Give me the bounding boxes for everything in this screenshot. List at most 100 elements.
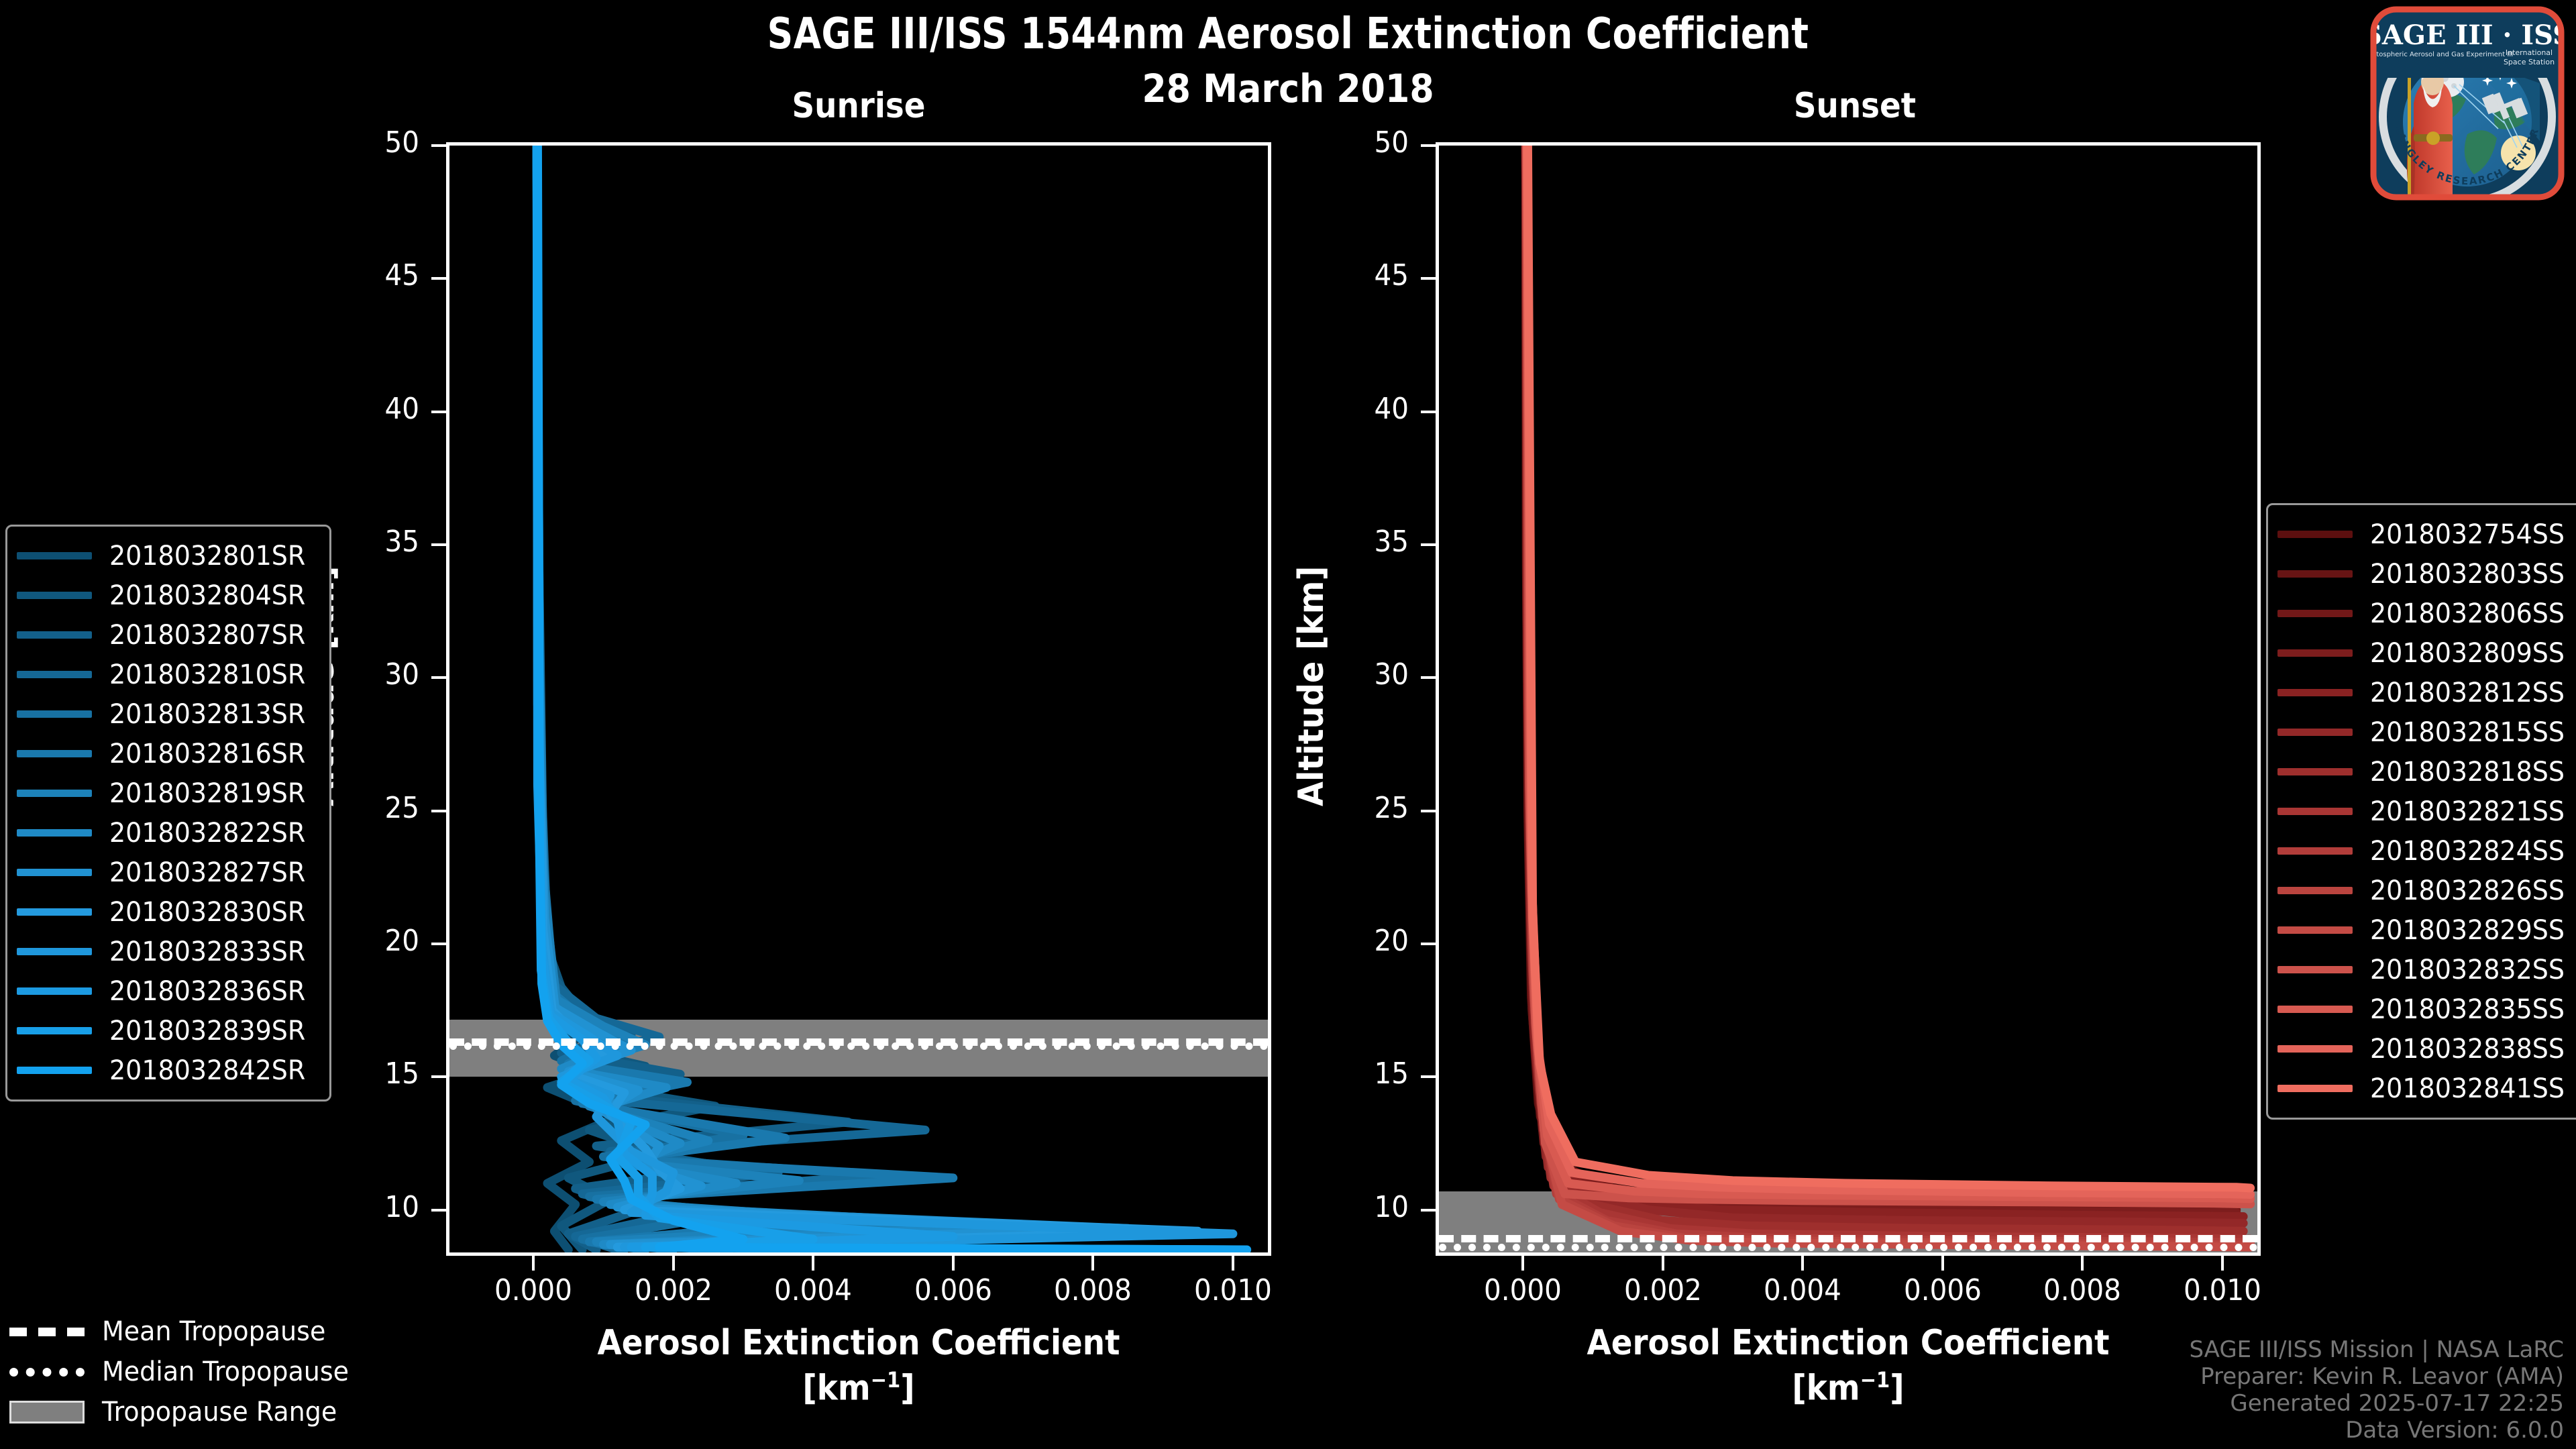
y-tick [1421, 277, 1438, 280]
legend-color-swatch [2277, 768, 2353, 775]
series-line-2018032821SS [1521, 146, 2255, 1244]
x-tick-label: 0.010 [1193, 1273, 1272, 1307]
x-tick-label: 0.002 [634, 1273, 712, 1307]
series-line-2018032838SS [1522, 146, 2255, 1199]
legend-label-tropopause-range: Tropopause Range [102, 1397, 337, 1428]
legend-color-swatch [2277, 847, 2353, 855]
y-tick-label: 20 [384, 923, 419, 958]
credits-block: SAGE III/ISS Mission | NASA LaRC Prepare… [2189, 1336, 2564, 1444]
legend-item: 2018032829SS [2277, 910, 2575, 950]
legend-color-swatch [2277, 1045, 2353, 1053]
page-subtitle-date: 28 March 2018 [1142, 66, 1434, 111]
legend-item: 2018032838SS [2277, 1029, 2575, 1069]
sunrise-series-layer [532, 146, 1252, 1252]
series-line-2018032824SS [1521, 146, 2255, 1247]
x-tick-label: 0.000 [1484, 1273, 1562, 1307]
legend-color-swatch [17, 592, 92, 599]
x-tick-label: 0.002 [1623, 1273, 1702, 1307]
y-tick-label: 25 [384, 790, 419, 825]
credit-preparer: Preparer: Kevin R. Leavor (AMA) [2200, 1362, 2564, 1390]
patch-subtitle-right-2: Space Station [2504, 58, 2555, 66]
x-tick-label: 0.004 [1764, 1273, 1842, 1307]
credit-generated: Generated 2025-07-17 22:25 [2230, 1389, 2564, 1417]
series-line-2018032829SS [1521, 146, 2255, 1252]
x-tick [1941, 1253, 1944, 1271]
x-tick-label: 0.004 [774, 1273, 853, 1307]
legend-label-median-tropopause: Median Tropopause [102, 1356, 350, 1387]
series-line-2018032806SS [1521, 146, 2241, 1214]
legend-label: 2018032804SR [109, 580, 306, 611]
legend-label: 2018032816SR [109, 738, 306, 769]
mean-tropopause-line [449, 1038, 1268, 1046]
dashed-line-icon [9, 1327, 85, 1336]
y-tick [1421, 144, 1438, 147]
legend-label: 2018032838SS [2370, 1033, 2565, 1065]
legend-item: 2018032833SR [17, 932, 316, 971]
legend-item: 2018032835SS [2277, 989, 2575, 1029]
y-tick-label: 50 [384, 125, 419, 160]
sunset-panel-title: Sunset [1793, 86, 1917, 126]
legend-item: 2018032836SR [17, 971, 316, 1011]
legend-item: 2018032819SR [17, 773, 316, 813]
legend-item-tropopause-range: Tropopause Range [9, 1392, 362, 1432]
x-tick [1801, 1253, 1805, 1271]
legend-label: 2018032841SS [2370, 1073, 2565, 1104]
legend-color-swatch [2277, 1085, 2353, 1092]
y-tick-label: 35 [1374, 524, 1409, 559]
series-line-2018032803SS [1521, 146, 2234, 1214]
y-tick-label: 30 [1374, 657, 1409, 692]
legend-color-swatch [17, 948, 92, 955]
legend-label: 2018032835SS [2370, 994, 2565, 1025]
sunset-y-axis-title: Altitude [km] [1291, 566, 1332, 806]
series-line-2018032809SS [1521, 146, 2241, 1217]
y-tick [1421, 942, 1438, 945]
legend-label-mean-tropopause: Mean Tropopause [102, 1316, 326, 1347]
legend-label: 2018032826SS [2370, 875, 2565, 906]
y-tick-label: 15 [1374, 1057, 1409, 1091]
legend-label: 2018032809SS [2370, 637, 2565, 669]
legend-item-mean-tropopause: Mean Tropopause [9, 1311, 362, 1352]
y-tick [431, 809, 449, 812]
legend-label: 2018032810SR [109, 659, 306, 690]
y-tick [431, 1208, 449, 1212]
legend-item: 2018032816SR [17, 734, 316, 773]
legend-color-swatch [2277, 1006, 2353, 1013]
legend-item: 2018032822SR [17, 813, 316, 853]
y-tick [431, 277, 449, 280]
y-tick [1421, 1208, 1438, 1212]
y-tick-label: 15 [384, 1057, 419, 1091]
legend-color-swatch [17, 987, 92, 995]
x-tick-label: 0.008 [1054, 1273, 1132, 1307]
y-tick [431, 410, 449, 413]
legend-label: 2018032818SS [2370, 756, 2565, 788]
legend-label: 2018032819SR [109, 777, 306, 809]
legend-label: 2018032813SR [109, 698, 306, 730]
legend-label: 2018032807SR [109, 619, 306, 651]
sunset-legend: 2018032754SS 2018032803SS 2018032806SS 2018… [2266, 503, 2576, 1120]
x-tick-label: 0.006 [1903, 1273, 1982, 1307]
x-axis-unit-text: [km−1] [1792, 1367, 1904, 1409]
legend-item: 2018032813SR [17, 694, 316, 734]
y-tick-label: 50 [1374, 125, 1409, 160]
legend-item: 2018032841SS [2277, 1069, 2575, 1108]
legend-label: 2018032824SS [2370, 835, 2565, 867]
x-tick [812, 1253, 815, 1271]
y-tick-label: 30 [384, 657, 419, 692]
x-axis-label-text: Aerosol Extinction Coefficient [1587, 1323, 2110, 1363]
legend-color-swatch [2277, 966, 2353, 973]
sunrise-x-axis-title: Aerosol Extinction Coefficient [km−1] [406, 1323, 1311, 1408]
patch-title-text: SAGE III · ISS [2367, 19, 2568, 51]
x-tick [672, 1253, 675, 1271]
legend-item: 2018032821SS [2277, 792, 2575, 831]
tropopause-legend: Mean Tropopause Median Tropopause Tropop… [9, 1311, 362, 1432]
legend-color-swatch [17, 631, 92, 639]
gray-band-icon [9, 1401, 85, 1424]
legend-color-swatch [2277, 570, 2353, 578]
series-line-2018032841SS [1523, 146, 2255, 1193]
legend-item: 2018032830SR [17, 892, 316, 932]
y-tick-label: 25 [1374, 790, 1409, 825]
dotted-line-icon [9, 1367, 85, 1377]
legend-color-swatch [2277, 531, 2353, 538]
legend-label: 2018032839SR [109, 1015, 306, 1046]
x-tick [2081, 1253, 2084, 1271]
